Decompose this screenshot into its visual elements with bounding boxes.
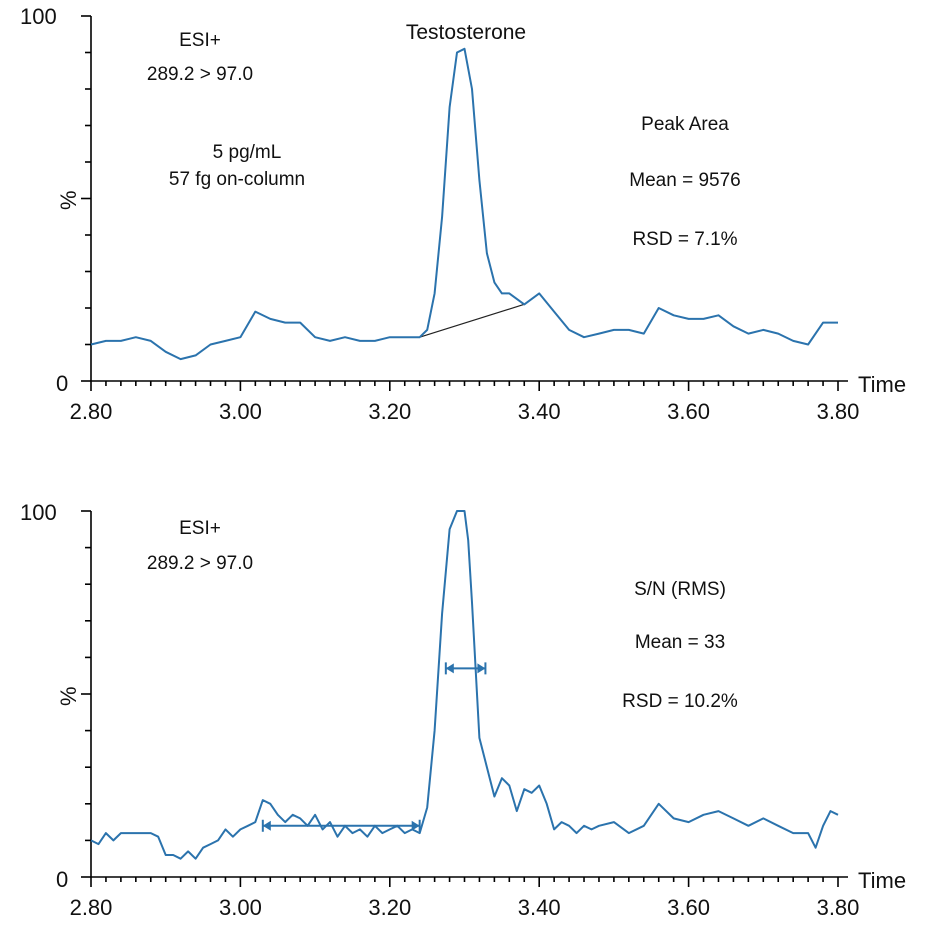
peak-width-marker-arrow-left <box>445 663 454 674</box>
rsd-label: RSD = 10.2% <box>622 691 738 712</box>
x-axis-label: Time <box>858 372 906 397</box>
y-tick-label-bottom: 0 <box>56 867 68 892</box>
x-tick-label: 3.80 <box>817 895 860 920</box>
x-tick-label: 2.80 <box>70 895 113 920</box>
y-axis-label: % <box>56 190 81 210</box>
tick-marks <box>81 510 839 887</box>
y-tick-label-top: 100 <box>20 4 57 29</box>
x-tick-label: 3.60 <box>667 895 710 920</box>
x-tick-labels: 2.80 3.00 3.20 3.40 3.60 3.80 <box>70 895 860 920</box>
x-tick-label: 3.60 <box>667 399 710 424</box>
x-tick-label: 3.40 <box>518 399 561 424</box>
chromatogram-panel-top: 2.80 3.00 3.20 3.40 3.60 3.80 100 0 % Time Te… <box>20 4 906 424</box>
noise-interval-marker-arrow-left <box>262 820 271 831</box>
noise-interval-marker <box>261 819 421 832</box>
metric-title: Peak Area <box>641 114 729 135</box>
y-tick-label-top: 100 <box>20 500 57 525</box>
ionization-label: ESI+ <box>179 518 221 539</box>
metric-title: S/N (RMS) <box>634 579 726 600</box>
tick-marks <box>81 15 839 391</box>
on-column-label: 57 fg on-column <box>169 169 305 190</box>
x-tick-labels: 2.80 3.00 3.20 3.40 3.60 3.80 <box>70 399 860 424</box>
transition-label: 289.2 > 97.0 <box>147 553 253 574</box>
x-tick-label: 3.00 <box>219 399 262 424</box>
peak-width-marker-arrow-right <box>477 663 486 674</box>
x-tick-label: 3.40 <box>518 895 561 920</box>
rsd-label: RSD = 7.1% <box>632 229 737 250</box>
peak-width-marker <box>444 662 487 675</box>
transition-label: 289.2 > 97.0 <box>147 64 253 85</box>
y-axis-label: % <box>56 686 81 706</box>
x-tick-label: 3.20 <box>368 895 411 920</box>
chromatogram-trace <box>90 510 839 860</box>
chromatogram-trace <box>90 47 838 361</box>
x-axis-label: Time <box>858 868 906 893</box>
mean-label: Mean = 33 <box>635 632 725 653</box>
ionization-label: ESI+ <box>179 30 221 51</box>
noise-interval-marker-arrow-right <box>411 820 420 831</box>
x-tick-label: 3.20 <box>368 399 411 424</box>
x-tick-label: 2.80 <box>70 399 113 424</box>
integration-baseline <box>419 303 525 338</box>
chart-title: Testosterone <box>406 21 526 44</box>
mean-label: Mean = 9576 <box>629 170 740 191</box>
x-tick-label: 3.80 <box>817 399 860 424</box>
chromatogram-panel-bottom: 2.80 3.00 3.20 3.40 3.60 3.80 100 0 % Time ES… <box>20 500 906 920</box>
concentration-label: 5 pg/mL <box>213 142 282 163</box>
y-tick-label-bottom: 0 <box>56 371 68 396</box>
measurement-markers <box>261 662 487 832</box>
x-tick-label: 3.00 <box>219 895 262 920</box>
